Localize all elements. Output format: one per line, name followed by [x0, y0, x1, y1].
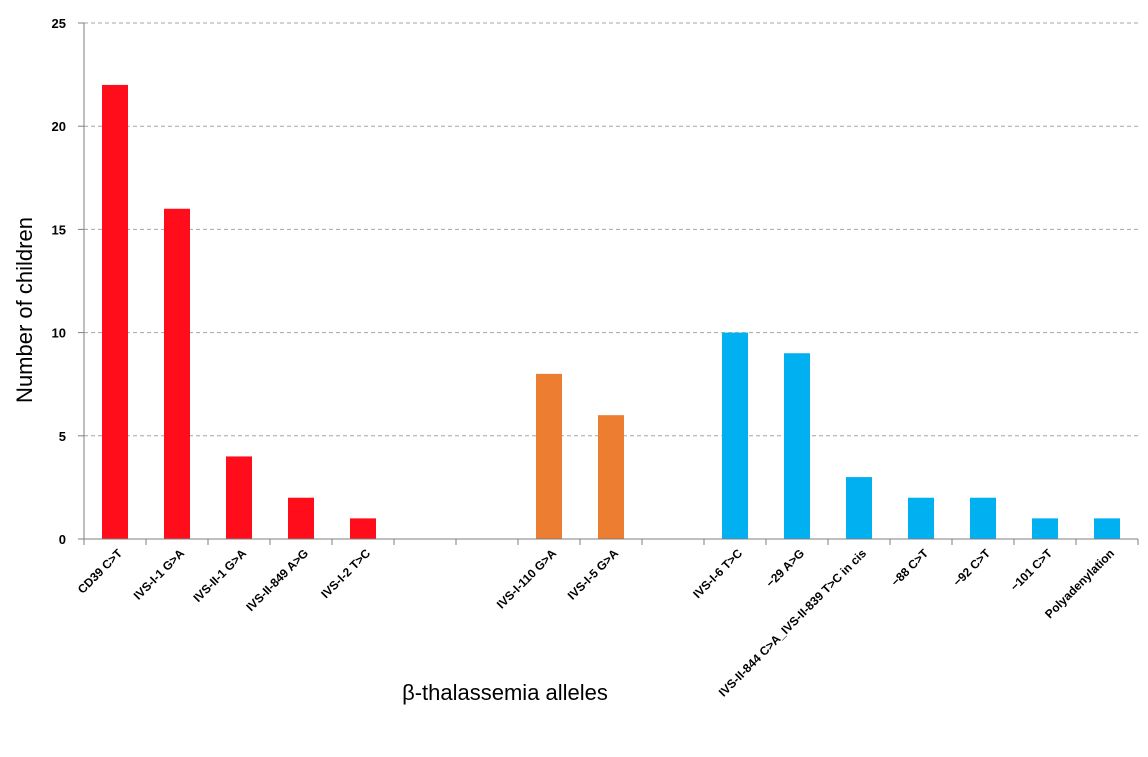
y-tick-label: 25	[52, 16, 66, 31]
bar-Polyadenylation	[1094, 518, 1120, 539]
bar-IVS-I-1 G>A	[164, 208, 190, 539]
bar-IVS-II-1 G>A	[226, 456, 252, 539]
x-tick-label: IVS-I-110 G>A	[494, 546, 560, 612]
y-tick-label: 10	[52, 326, 66, 341]
bar-−29 A>G	[784, 353, 810, 539]
bar-IVS-II-849 A>G	[288, 497, 314, 539]
x-tick-labels: CD39 C>T IVS-I-1 G>A IVS-II-1 G>AIVS-II-84…	[75, 546, 1117, 700]
y-tick-label: 15	[52, 222, 66, 237]
bar-IVS-I-6 T>C	[722, 332, 748, 539]
x-tick-label: −101 C>T	[1007, 546, 1055, 594]
axes	[78, 22, 1139, 545]
x-tick-label: IVS-I-2 T>C	[318, 546, 373, 601]
y-tick-label: 5	[59, 429, 66, 444]
bar-−101 C>T	[1032, 518, 1058, 539]
x-tick-label: −29 A>G	[763, 546, 807, 590]
bar-IVS-I-2 T>C	[350, 518, 376, 539]
x-tick-label: −88 C>T	[888, 546, 931, 589]
bars	[102, 84, 1120, 540]
x-tick-label: IVS-II-849 A>G	[243, 546, 311, 614]
x-tick-label: −92 C>T	[950, 546, 993, 589]
x-tick-label: IVS-I-5 G>A	[565, 546, 622, 603]
bar-IVS-I-5 G>A	[598, 415, 624, 539]
bar-IVS-II-844 C>A_IVS-II-839 T>C in cis	[846, 477, 872, 539]
x-tick-label: IVS-II-1 G>A	[190, 546, 249, 605]
x-tick-label: IVS-I-1 G>A	[131, 546, 188, 603]
y-axis-title: Number of children	[12, 217, 37, 403]
x-tick-label: CD39 C>T	[75, 546, 126, 597]
x-axis-title: β-thalassemia alleles	[402, 680, 608, 705]
y-tick-label: 20	[52, 119, 66, 134]
bar-−92 C>T	[970, 497, 996, 539]
gridlines	[84, 22, 1138, 437]
y-tick-label: 0	[59, 532, 66, 547]
y-tick-labels: 0 5 10 15 20 25	[52, 16, 66, 547]
bar-−88 C>T	[908, 497, 934, 539]
x-tick-label: IVS-I-6 T>C	[690, 546, 745, 601]
bar-IVS-I-110 G>A	[536, 373, 562, 539]
bar-CD39 C>T	[102, 84, 128, 540]
